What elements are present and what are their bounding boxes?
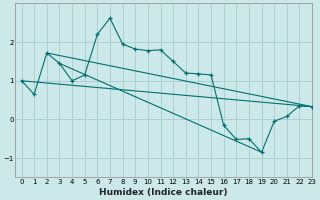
X-axis label: Humidex (Indice chaleur): Humidex (Indice chaleur) <box>100 188 228 197</box>
